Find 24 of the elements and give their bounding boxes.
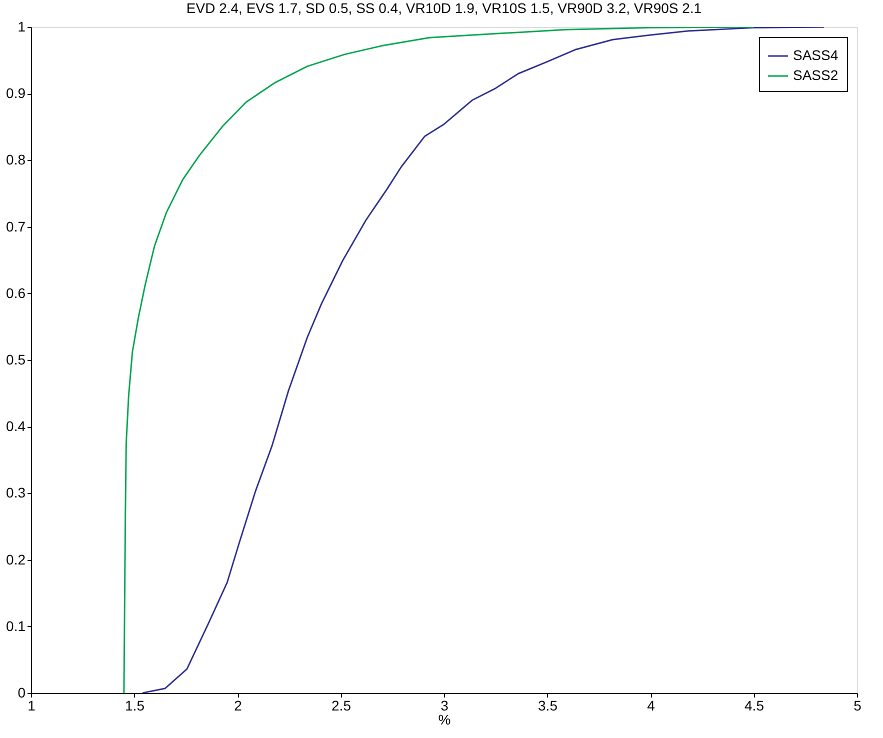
y-tick-label: 0.6 xyxy=(6,284,26,301)
y-tick-label: 0.8 xyxy=(6,152,26,168)
y-tick-label: 1 xyxy=(18,18,26,34)
x-tick-label: 2 xyxy=(234,698,242,714)
y-tick-label: 0.5 xyxy=(6,352,26,368)
x-tick-label: 3.5 xyxy=(538,698,558,714)
x-tick-label: 1.5 xyxy=(125,698,145,714)
chart-title: EVD 2.4, EVS 1.7, SD 0.5, SS 0.4, VR10D 1.9, VR10S 1.5, VR90D 3.2, VR90S 2.1 xyxy=(186,0,702,16)
x-tick-label: 2.5 xyxy=(332,698,352,714)
y-tick-label: 0.7 xyxy=(6,218,26,234)
y-tick-label: 0.1 xyxy=(6,618,26,634)
x-axis-title: % xyxy=(438,712,451,728)
y-tick-label: 0 xyxy=(18,684,26,700)
y-tick-label: 0.2 xyxy=(6,551,26,568)
y-tick-label: 0.4 xyxy=(6,418,26,434)
x-tick-label: 1 xyxy=(28,698,36,714)
legend-label: SASS4 xyxy=(793,47,838,63)
x-tick-label: 3 xyxy=(440,698,449,714)
x-tick-label: 5 xyxy=(854,698,862,714)
y-tick-label: 0.9 xyxy=(6,85,26,102)
y-tick-label: 0.3 xyxy=(6,484,26,501)
x-tick-label: 4.5 xyxy=(744,698,764,714)
legend-label: SASS2 xyxy=(793,67,838,83)
x-tick-label: 4 xyxy=(647,698,656,714)
